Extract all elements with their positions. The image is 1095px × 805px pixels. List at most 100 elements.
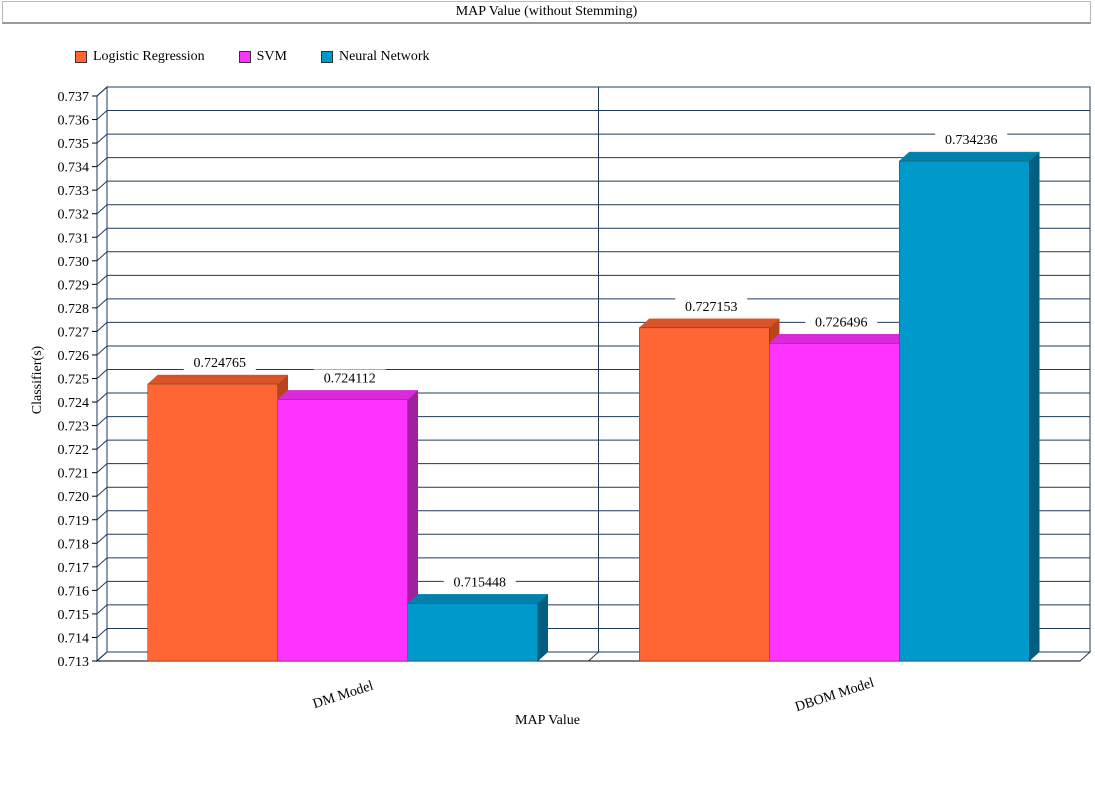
- y-tick-label: 0.737: [58, 90, 90, 105]
- y-tick-label: 0.721: [58, 467, 90, 482]
- bar-front: [277, 399, 408, 662]
- bar-top: [407, 594, 549, 604]
- gridline-wall: [96, 322, 108, 332]
- data-label-bg: [935, 131, 1008, 148]
- chart-title-bar: MAP Value (without Stemming): [2, 1, 1091, 24]
- chart-legend: Logistic Regression SVM Neural Network: [75, 47, 464, 67]
- data-label-bg: [675, 297, 748, 314]
- y-tick-label: 0.729: [58, 278, 90, 293]
- gridline-wall: [96, 133, 108, 144]
- gridline-wall: [96, 345, 108, 356]
- y-tick-label: 0.734: [58, 161, 90, 176]
- gridline-wall: [96, 180, 108, 191]
- x-tick-label: DM Model: [311, 679, 375, 713]
- y-tick-label: 0.725: [58, 373, 90, 388]
- data-label: 0.724765: [194, 356, 247, 371]
- bar-side: [1029, 151, 1040, 662]
- y-tick-label: 0.714: [58, 631, 90, 646]
- y-axis-title: Classifier(s): [30, 345, 45, 415]
- y-tick-label: 0.723: [58, 420, 90, 435]
- y-tick-label: 0.726: [58, 349, 90, 364]
- gridline-wall: [96, 204, 108, 215]
- bar: 0.726496: [768, 313, 910, 662]
- bar-top: [898, 151, 1040, 162]
- y-tick-label: 0.728: [58, 302, 90, 317]
- gridline-wall: [96, 581, 108, 591]
- y-tick-label: 0.719: [58, 514, 90, 529]
- bar-top: [147, 374, 289, 385]
- bar-top: [768, 334, 910, 344]
- y-tick-label: 0.731: [58, 231, 90, 246]
- gridline-wall: [96, 369, 108, 379]
- bar-side: [537, 593, 548, 662]
- legend-label: Logistic Regression: [93, 49, 205, 64]
- data-label: 0.726496: [815, 315, 868, 330]
- y-tick-label: 0.715: [58, 608, 90, 623]
- y-tick-label: 0.718: [58, 537, 90, 552]
- data-label-bg: [313, 369, 386, 386]
- y-tick-label: 0.733: [58, 184, 90, 199]
- legend-swatch: [320, 51, 333, 63]
- bar-front: [639, 327, 770, 662]
- bar-top: [277, 390, 419, 400]
- y-tick-label: 0.724: [58, 396, 90, 411]
- gridline-wall: [96, 651, 108, 662]
- bar-top: [638, 318, 780, 329]
- legend-swatch: [238, 51, 251, 63]
- data-label-bg: [805, 313, 878, 330]
- bar-front: [899, 160, 1030, 662]
- gridline-wall: [96, 251, 108, 262]
- y-tick-label: 0.722: [58, 443, 90, 458]
- bar: 0.715448: [407, 573, 549, 662]
- bar: 0.724112: [277, 369, 419, 662]
- gridline-wall: [96, 392, 108, 403]
- legend-item: Logistic Regression: [75, 49, 205, 65]
- data-label: 0.724112: [324, 371, 376, 386]
- legend-item: Neural Network: [320, 49, 430, 65]
- bar: 0.724765: [147, 354, 289, 662]
- data-label: 0.727153: [685, 300, 738, 315]
- gridline-wall: [96, 439, 108, 450]
- legend-label: Neural Network: [338, 49, 430, 64]
- category-divider-floor: [588, 651, 599, 662]
- gridline-wall: [96, 86, 108, 97]
- bar: 0.734236: [898, 131, 1040, 662]
- gridline-wall: [96, 628, 108, 638]
- data-label: 0.734236: [945, 133, 998, 148]
- y-tick-label: 0.720: [58, 490, 90, 505]
- y-tick-label: 0.713: [58, 655, 90, 670]
- data-label-bg: [183, 354, 256, 371]
- legend-swatch: [75, 51, 87, 63]
- gridline-wall: [96, 604, 108, 615]
- gridline-wall: [96, 557, 108, 568]
- gridline-wall: [96, 227, 108, 238]
- data-label: 0.715448: [454, 575, 507, 590]
- gridline-wall: [96, 533, 108, 544]
- x-tick-label: DBOM Model: [793, 676, 876, 716]
- bar-front: [769, 343, 900, 662]
- data-label-bg: [443, 573, 516, 590]
- y-tick-label: 0.736: [58, 114, 90, 129]
- gridline-wall: [96, 486, 108, 497]
- gridline-wall: [96, 274, 108, 285]
- gridline-wall: [96, 110, 108, 120]
- y-tick-label: 0.730: [58, 255, 90, 270]
- y-tick-label: 0.717: [58, 561, 90, 576]
- gridline-wall: [96, 416, 108, 426]
- gridline-wall: [96, 157, 108, 167]
- bar: 0.727153: [638, 297, 780, 662]
- gridline-wall: [96, 463, 108, 474]
- legend-label: SVM: [256, 49, 287, 64]
- y-tick-label: 0.716: [58, 584, 90, 599]
- y-tick-label: 0.735: [58, 137, 90, 152]
- gridline-wall: [96, 298, 108, 309]
- legend-item: SVM: [238, 49, 287, 65]
- y-tick-label: 0.732: [58, 208, 90, 223]
- gridline-wall: [96, 510, 108, 521]
- x-axis-title: MAP Value: [515, 713, 580, 728]
- chart-title: MAP Value (without Stemming): [455, 4, 638, 19]
- bar-front: [407, 603, 538, 662]
- y-tick-label: 0.727: [58, 325, 90, 340]
- bar-front: [147, 383, 278, 662]
